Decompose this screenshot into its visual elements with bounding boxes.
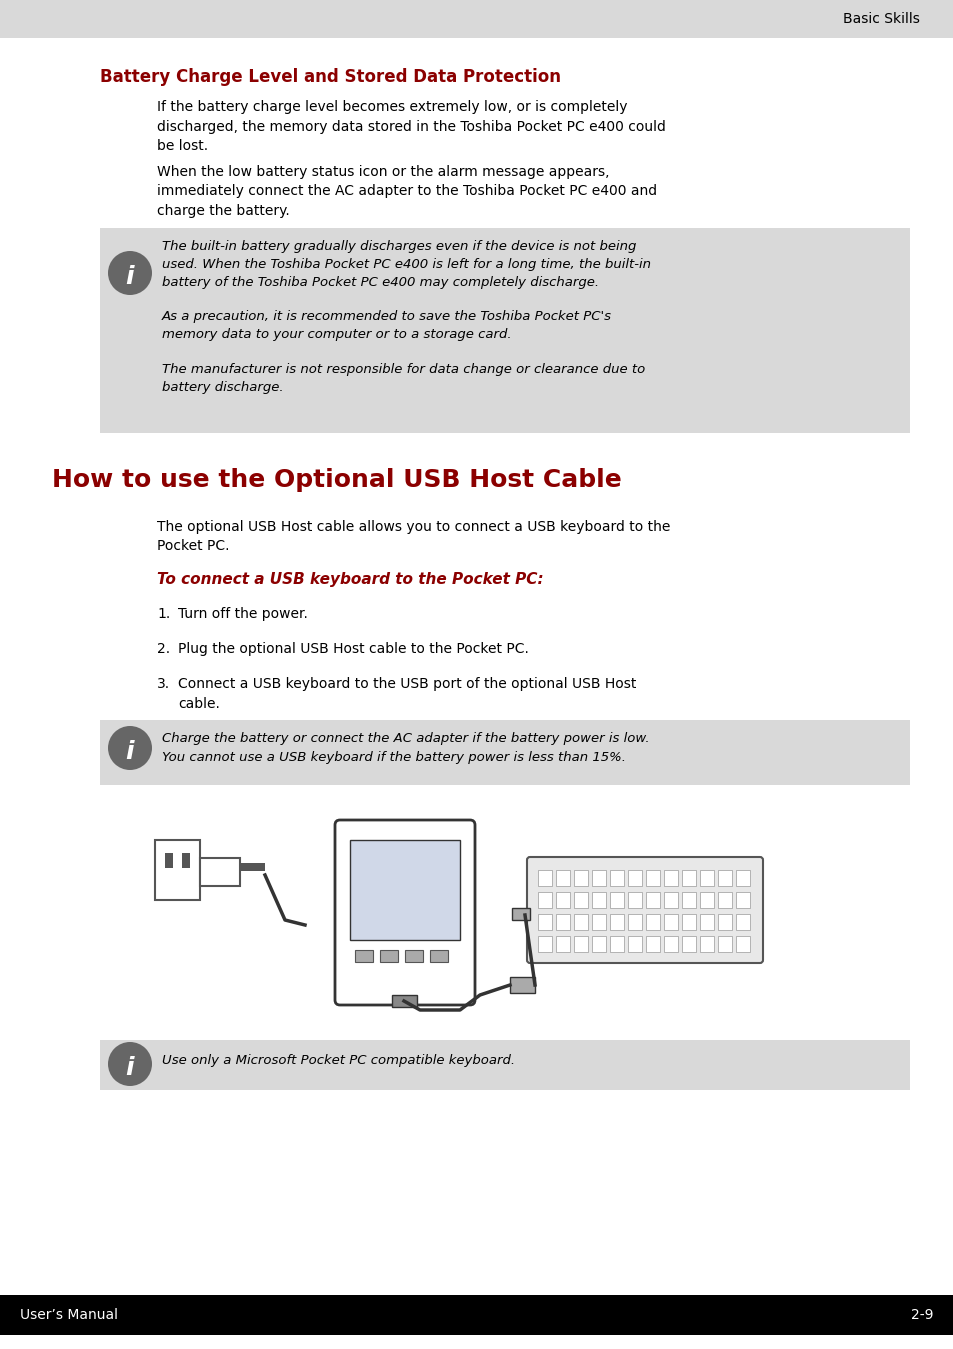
Bar [379, 950, 397, 962]
FancyBboxPatch shape [335, 820, 475, 1005]
FancyBboxPatch shape [0, 0, 953, 38]
Bar [681, 870, 696, 886]
Bar [700, 892, 713, 908]
Bar [512, 908, 530, 920]
Bar [592, 936, 605, 952]
FancyBboxPatch shape [100, 720, 909, 785]
Bar [574, 892, 587, 908]
Bar [700, 915, 713, 929]
Bar [537, 870, 552, 886]
Bar [574, 936, 587, 952]
Bar [735, 915, 749, 929]
Text: i: i [126, 741, 134, 764]
Text: 2.: 2. [157, 642, 170, 656]
Bar [627, 870, 641, 886]
Bar [700, 870, 713, 886]
Bar [681, 936, 696, 952]
Bar [556, 915, 569, 929]
Text: The optional USB Host cable allows you to connect a USB keyboard to the
Pocket P: The optional USB Host cable allows you t… [157, 519, 670, 553]
Bar [645, 915, 659, 929]
Text: Charge the battery or connect the AC adapter if the battery power is low.
You ca: Charge the battery or connect the AC ada… [162, 733, 649, 764]
Bar [663, 870, 678, 886]
Bar [556, 892, 569, 908]
Bar [627, 936, 641, 952]
Bar [627, 892, 641, 908]
FancyBboxPatch shape [526, 857, 762, 963]
Circle shape [108, 726, 152, 770]
Bar [609, 915, 623, 929]
Text: User’s Manual: User’s Manual [20, 1309, 118, 1322]
Text: How to use the Optional USB Host Cable: How to use the Optional USB Host Cable [52, 468, 621, 492]
Bar [645, 936, 659, 952]
FancyBboxPatch shape [0, 1295, 953, 1336]
Bar [663, 892, 678, 908]
Bar [537, 892, 552, 908]
Bar [609, 936, 623, 952]
Bar [718, 936, 731, 952]
Text: Basic Skills: Basic Skills [842, 12, 919, 26]
Circle shape [108, 1041, 152, 1086]
Bar [154, 840, 200, 900]
Bar [430, 950, 448, 962]
Bar [681, 892, 696, 908]
FancyBboxPatch shape [100, 1040, 909, 1090]
Bar [240, 863, 265, 871]
Bar [355, 950, 373, 962]
Bar [718, 870, 731, 886]
Text: If the battery charge level becomes extremely low, or is completely
discharged, : If the battery charge level becomes extr… [157, 100, 665, 152]
Text: Connect a USB keyboard to the USB port of the optional USB Host
cable.: Connect a USB keyboard to the USB port o… [178, 677, 636, 711]
Bar [537, 915, 552, 929]
Bar [592, 870, 605, 886]
Bar [663, 915, 678, 929]
Text: 1.: 1. [157, 607, 170, 621]
Text: When the low battery status icon or the alarm message appears,
immediately conne: When the low battery status icon or the … [157, 165, 657, 219]
Bar [556, 936, 569, 952]
Text: Use only a Microsoft Pocket PC compatible keyboard.: Use only a Microsoft Pocket PC compatibl… [162, 1054, 515, 1067]
Bar [645, 870, 659, 886]
Text: i: i [126, 264, 134, 289]
Bar [700, 936, 713, 952]
Bar [592, 892, 605, 908]
Text: To connect a USB keyboard to the Pocket PC:: To connect a USB keyboard to the Pocket … [157, 572, 543, 587]
Bar [609, 892, 623, 908]
Bar [574, 915, 587, 929]
Bar [735, 892, 749, 908]
Bar [350, 840, 459, 940]
Text: The built-in battery gradually discharges even if the device is not being
used. : The built-in battery gradually discharge… [162, 240, 650, 289]
Bar [681, 915, 696, 929]
Bar [735, 870, 749, 886]
Bar [718, 892, 731, 908]
Bar [405, 950, 422, 962]
Text: i: i [126, 1056, 134, 1081]
Bar [735, 936, 749, 952]
Bar [392, 996, 416, 1006]
Bar [200, 858, 240, 886]
Bar [574, 870, 587, 886]
Text: 2-9: 2-9 [910, 1309, 933, 1322]
Bar [645, 892, 659, 908]
Bar [627, 915, 641, 929]
Bar [718, 915, 731, 929]
Bar [556, 870, 569, 886]
Circle shape [108, 251, 152, 295]
Text: Turn off the power.: Turn off the power. [178, 607, 308, 621]
Text: As a precaution, it is recommended to save the Toshiba Pocket PC's
memory data t: As a precaution, it is recommended to sa… [162, 310, 612, 341]
Text: The manufacturer is not responsible for data change or clearance due to
battery : The manufacturer is not responsible for … [162, 363, 644, 394]
FancyBboxPatch shape [100, 228, 909, 433]
Text: Battery Charge Level and Stored Data Protection: Battery Charge Level and Stored Data Pro… [100, 67, 560, 86]
Bar [592, 915, 605, 929]
Bar [537, 936, 552, 952]
Text: Plug the optional USB Host cable to the Pocket PC.: Plug the optional USB Host cable to the … [178, 642, 528, 656]
Text: 3.: 3. [157, 677, 170, 691]
Bar [510, 977, 535, 993]
Bar [165, 853, 172, 867]
Bar [182, 853, 190, 867]
Bar [609, 870, 623, 886]
Bar [663, 936, 678, 952]
